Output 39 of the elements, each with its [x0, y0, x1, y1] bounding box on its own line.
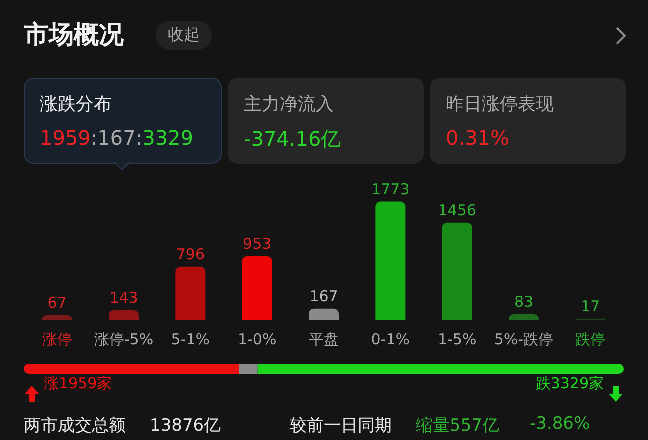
data-label: 1456 [438, 201, 476, 220]
data-label: 167 [310, 287, 338, 306]
text: 缩量557亿 [416, 415, 500, 437]
data-label: 143 [110, 288, 138, 307]
data-label: 83 [514, 292, 534, 311]
x-tick-label: 涨停 [42, 330, 72, 348]
text: -3.86% [530, 414, 590, 434]
data-label: 953 [243, 234, 272, 253]
data-label: 涨1959家 [44, 374, 112, 392]
bar [376, 202, 406, 320]
text: 主力净流入 [244, 93, 334, 116]
data-label: 1773 [372, 180, 410, 198]
text: 1959:167:3329 [40, 126, 194, 150]
data-label: 17 [581, 297, 600, 316]
text: 昨日涨停表现 [446, 93, 554, 116]
data-label: 67 [48, 294, 67, 312]
text: 两市成交总额 [24, 415, 126, 437]
data-label: 796 [176, 245, 205, 264]
x-tick-label: 涨停-5% [94, 330, 154, 348]
x-tick-label: 1-0% [238, 330, 277, 348]
x-tick-label: 跌停 [576, 330, 606, 348]
data-label: 跌3329家 [536, 374, 604, 392]
x-tick-label: 0-1% [371, 330, 410, 348]
bar [309, 308, 339, 320]
x-tick-label: 5%-跌停 [494, 330, 554, 348]
x-tick-label: 1-5% [438, 330, 477, 348]
bar [242, 256, 272, 320]
text: 较前一日同期 [290, 415, 392, 437]
x-tick-label: 平盘 [309, 330, 339, 348]
bar [176, 266, 206, 320]
text: 涨跌分布 [40, 93, 112, 116]
bar [442, 222, 472, 320]
text: 收起 [156, 21, 212, 50]
text: 13876亿 [150, 415, 222, 437]
chart-title: 市场概况 [24, 19, 124, 51]
text: -374.16亿 [244, 126, 342, 153]
x-tick-label: 5-1% [171, 330, 210, 348]
bar [109, 310, 139, 320]
text: 0.31% [446, 126, 510, 150]
